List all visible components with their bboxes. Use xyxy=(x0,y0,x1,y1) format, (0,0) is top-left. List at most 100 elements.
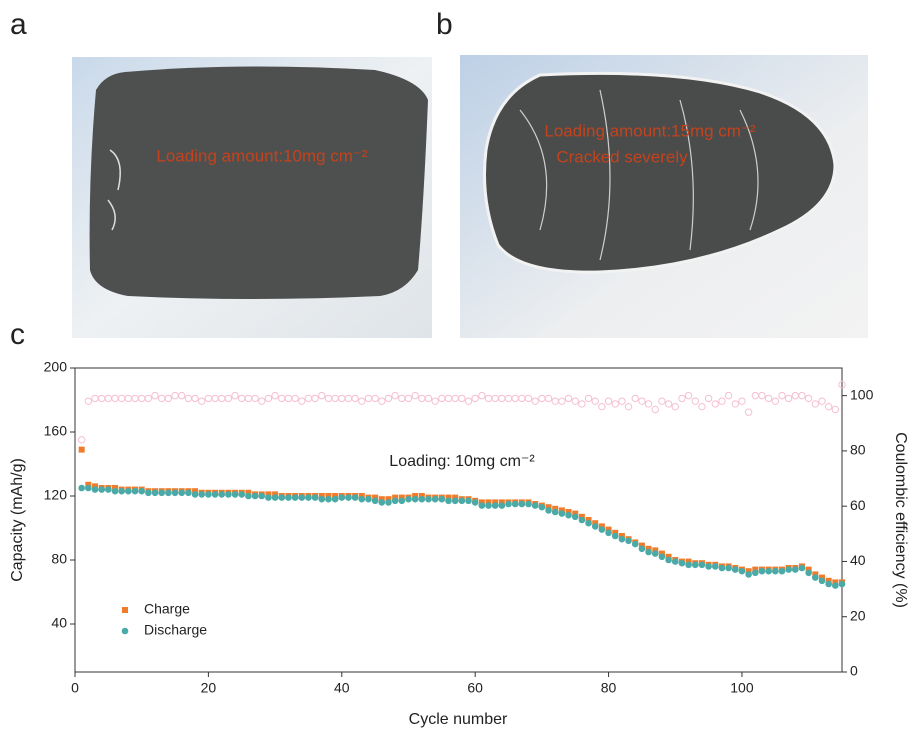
point xyxy=(452,498,459,505)
point xyxy=(539,395,545,401)
x-tick-label: 0 xyxy=(71,680,79,696)
point xyxy=(358,496,365,503)
point xyxy=(472,499,479,506)
point xyxy=(719,565,726,572)
point xyxy=(218,491,225,498)
point xyxy=(799,565,806,572)
point xyxy=(225,395,231,401)
point xyxy=(85,485,92,492)
point xyxy=(765,395,771,401)
point xyxy=(752,392,758,398)
point xyxy=(372,498,379,505)
point xyxy=(379,499,386,506)
x-tick-label: 80 xyxy=(601,680,617,696)
point xyxy=(165,395,171,401)
point xyxy=(505,501,512,508)
point xyxy=(559,510,566,517)
point xyxy=(699,562,706,569)
point xyxy=(485,502,492,509)
point xyxy=(419,496,426,503)
point xyxy=(439,395,445,401)
point xyxy=(552,509,559,516)
point xyxy=(532,398,538,404)
point xyxy=(352,494,359,501)
point xyxy=(479,392,485,398)
y2-tick-label: 60 xyxy=(850,497,866,513)
y2-axis-label: Coulombic efficiency (%) xyxy=(892,432,909,608)
point xyxy=(78,437,84,443)
point xyxy=(559,398,565,404)
point xyxy=(525,395,531,401)
point xyxy=(592,398,598,404)
point xyxy=(92,486,99,493)
point xyxy=(512,395,518,401)
y-tick-label: 200 xyxy=(44,359,68,375)
point xyxy=(505,395,511,401)
point xyxy=(705,395,711,401)
y-tick-label: 120 xyxy=(44,487,68,503)
point xyxy=(632,395,638,401)
point xyxy=(272,494,279,501)
y2-tick-label: 100 xyxy=(850,386,874,402)
point xyxy=(399,395,405,401)
point xyxy=(625,538,632,545)
point xyxy=(272,392,278,398)
point xyxy=(259,398,265,404)
point xyxy=(345,494,352,501)
point xyxy=(459,395,465,401)
point xyxy=(85,398,91,404)
point xyxy=(685,562,692,569)
point xyxy=(232,491,239,498)
point xyxy=(772,568,779,575)
point xyxy=(625,403,631,409)
point xyxy=(239,395,245,401)
point xyxy=(839,581,846,588)
y2-tick-label: 20 xyxy=(850,607,866,623)
point xyxy=(265,494,272,501)
point xyxy=(639,398,645,404)
point xyxy=(832,406,838,412)
point xyxy=(405,395,411,401)
point xyxy=(379,398,385,404)
panel-label: b xyxy=(436,8,453,41)
point xyxy=(685,392,691,398)
point xyxy=(445,395,451,401)
point xyxy=(725,565,732,572)
annotation: Loading amount:15mg cm⁻² xyxy=(544,121,756,140)
point xyxy=(752,570,759,577)
point xyxy=(339,395,345,401)
point xyxy=(679,560,686,567)
point xyxy=(78,485,85,492)
point xyxy=(385,395,391,401)
point xyxy=(252,395,258,401)
point xyxy=(792,566,799,573)
point xyxy=(732,401,738,407)
point xyxy=(705,563,712,570)
point xyxy=(412,496,419,503)
panel-label: a xyxy=(10,8,27,41)
point xyxy=(392,392,398,398)
point xyxy=(419,395,425,401)
x-tick-label: 60 xyxy=(467,680,483,696)
point xyxy=(765,568,772,575)
point xyxy=(519,501,526,508)
point xyxy=(132,395,138,401)
point xyxy=(112,488,119,495)
x-tick-label: 100 xyxy=(730,680,754,696)
point xyxy=(192,395,198,401)
y-axis-label: Capacity (mAh/g) xyxy=(9,458,26,582)
point xyxy=(285,395,291,401)
point xyxy=(459,498,466,505)
y2-tick-label: 80 xyxy=(850,442,866,458)
point xyxy=(405,496,412,503)
point xyxy=(812,401,818,407)
point xyxy=(665,401,671,407)
point xyxy=(299,398,305,404)
point xyxy=(665,557,672,564)
point xyxy=(159,395,165,401)
point xyxy=(138,488,145,495)
point xyxy=(672,403,678,409)
point xyxy=(238,491,245,498)
point xyxy=(332,496,339,503)
point xyxy=(98,486,105,493)
